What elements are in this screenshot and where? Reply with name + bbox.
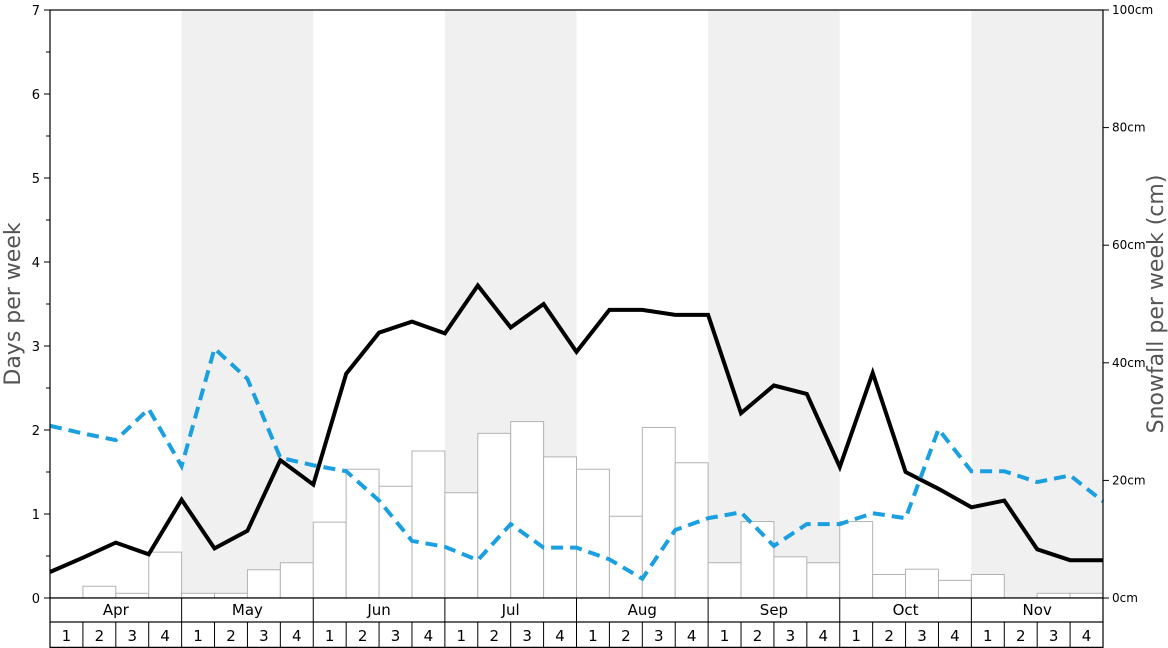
month-band-sep	[708, 10, 840, 598]
month-label-aug: Aug	[628, 601, 657, 619]
week-label: 4	[555, 627, 565, 645]
snowfall-bar	[641, 426, 676, 599]
right-tick-label: 100cm	[1112, 3, 1153, 17]
snowfall-bar	[1036, 592, 1071, 599]
month-band-may	[181, 10, 314, 598]
left-tick-label: 1	[32, 508, 40, 523]
dashed-line-series	[49, 344, 1105, 582]
week-label: 1	[325, 627, 335, 645]
snowfall-bar	[510, 421, 545, 599]
week-label: 1	[983, 627, 993, 645]
right-tick-label: 0cm	[1112, 591, 1138, 605]
week-label: 4	[424, 627, 434, 645]
snowfall-bar	[905, 568, 939, 599]
right-tick-label: 40cm	[1112, 356, 1146, 370]
snowfall-bar	[378, 485, 413, 599]
left-tick-label: 5	[32, 172, 40, 187]
week-label: 2	[358, 627, 368, 645]
week-label: 2	[884, 627, 894, 645]
week-label: 2	[753, 627, 763, 645]
snowfall-bar	[444, 492, 479, 599]
day-lines	[49, 282, 1105, 582]
left-tick-label: 3	[32, 340, 40, 355]
week-label: 4	[1082, 627, 1092, 645]
left-tick-label: 2	[32, 424, 40, 439]
snowfall-bar	[608, 515, 643, 599]
month-band-nov	[971, 10, 1103, 598]
snowfall-bar	[82, 585, 117, 599]
week-label: 2	[95, 627, 105, 645]
week-label: 2	[621, 627, 631, 645]
snowfall-bar	[279, 562, 314, 599]
week-label: 1	[62, 627, 72, 645]
snowfall-bar	[1069, 592, 1104, 599]
snowfall-bar	[707, 562, 742, 599]
snowfall-bar	[312, 521, 347, 599]
snowfall-bar	[773, 556, 808, 599]
week-label: 2	[489, 627, 499, 645]
week-label: 1	[588, 627, 598, 645]
solid-line-series	[49, 282, 1103, 574]
snowfall-bar	[148, 551, 183, 599]
week-label: 3	[1049, 627, 1059, 645]
snowfall-bar	[246, 569, 281, 599]
week-label: 3	[917, 627, 927, 645]
right-axis-title: Snowfall per week (cm)	[1144, 175, 1168, 434]
month-label-sep: Sep	[760, 601, 788, 619]
week-label: 2	[1016, 627, 1026, 645]
snowfall-bar	[740, 521, 775, 599]
snowfall-bar	[872, 573, 907, 599]
week-label: 3	[391, 627, 401, 645]
snowfall-bar	[674, 462, 709, 599]
week-label: 3	[654, 627, 664, 645]
left-axis: 0 1 2 3 4 5 6 7	[32, 4, 50, 607]
snowfall-bar	[411, 450, 446, 599]
week-label: 3	[127, 627, 137, 645]
month-label-nov: Nov	[1023, 601, 1052, 619]
week-label: 1	[193, 627, 203, 645]
week-label: 4	[292, 627, 302, 645]
week-label: 3	[786, 627, 796, 645]
month-bands	[181, 10, 1103, 598]
month-label-apr: Apr	[103, 601, 130, 619]
snowfall-bar	[181, 592, 216, 599]
snowfall-bar	[937, 579, 972, 599]
month-axis: Apr May Jun Jul Aug Sep Oct Nov	[49, 597, 1104, 623]
week-label: 4	[819, 627, 829, 645]
week-label: 1	[851, 627, 861, 645]
snowfall-bar	[543, 456, 577, 599]
right-tick-label: 20cm	[1112, 473, 1146, 487]
right-tick-label: 60cm	[1112, 238, 1146, 252]
week-label: 3	[522, 627, 532, 645]
snowfall-bar	[970, 573, 1005, 599]
snowfall-bar	[115, 592, 150, 599]
snowfall-bar	[214, 592, 248, 599]
week-label: 3	[259, 627, 269, 645]
month-label-oct: Oct	[893, 601, 919, 619]
week-label: 4	[160, 627, 170, 645]
right-tick-label: 80cm	[1112, 121, 1146, 135]
month-label-may: May	[232, 601, 263, 619]
snowfall-bar	[477, 432, 512, 599]
snowfall-bar	[576, 468, 610, 599]
snowfall-bar	[839, 521, 874, 599]
snowfall-bar	[345, 468, 380, 599]
week-label: 1	[720, 627, 730, 645]
snowfall-bar	[806, 562, 841, 599]
snowfall-bars	[82, 421, 1104, 599]
month-label-jun: Jun	[366, 601, 390, 619]
left-tick-label: 6	[32, 88, 40, 103]
right-axis: 0cm 20cm 40cm 60cm 80cm 100cm	[1103, 3, 1153, 605]
week-label: 4	[950, 627, 960, 645]
left-tick-label: 4	[32, 256, 40, 271]
left-tick-label: 7	[32, 4, 40, 19]
month-label-jul: Jul	[501, 601, 520, 619]
week-label: 2	[226, 627, 236, 645]
left-axis-title: Days per week	[1, 222, 26, 385]
left-tick-label: 0	[32, 592, 40, 607]
week-label: 4	[687, 627, 697, 645]
week-axis: 1 2 3 4 1 2 3 4 1 2 3 4 1 2 3 4 1 2 3 4 1 2 3 4 1 2 3 4 1 2 3 4	[49, 622, 1104, 648]
week-label: 1	[457, 627, 467, 645]
